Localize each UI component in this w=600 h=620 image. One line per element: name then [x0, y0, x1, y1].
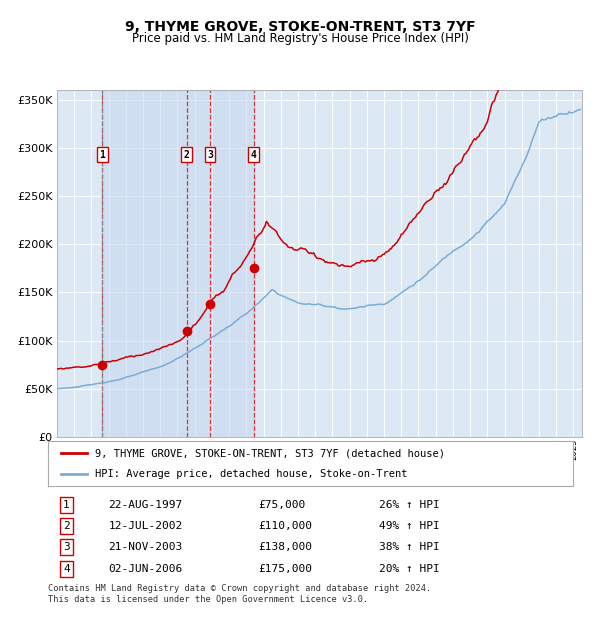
Text: 1: 1	[100, 149, 106, 159]
Text: 2: 2	[184, 149, 190, 159]
Text: 4: 4	[63, 564, 70, 574]
Text: 02-JUN-2006: 02-JUN-2006	[109, 564, 182, 574]
Bar	[103, 90, 254, 437]
Text: 9, THYME GROVE, STOKE-ON-TRENT, ST3 7YF (detached house): 9, THYME GROVE, STOKE-ON-TRENT, ST3 7YF …	[95, 448, 445, 458]
Text: 26% ↑ HPI: 26% ↑ HPI	[379, 500, 439, 510]
Text: £110,000: £110,000	[258, 521, 312, 531]
Text: 22-AUG-1997: 22-AUG-1997	[109, 500, 182, 510]
Text: 3: 3	[63, 542, 70, 552]
Text: 1: 1	[63, 500, 70, 510]
Text: 38% ↑ HPI: 38% ↑ HPI	[379, 542, 439, 552]
Text: 49% ↑ HPI: 49% ↑ HPI	[379, 521, 439, 531]
Text: Contains HM Land Registry data © Crown copyright and database right 2024.: Contains HM Land Registry data © Crown c…	[48, 584, 431, 593]
Text: 2: 2	[63, 521, 70, 531]
Text: 4: 4	[251, 149, 257, 159]
Text: 9, THYME GROVE, STOKE-ON-TRENT, ST3 7YF: 9, THYME GROVE, STOKE-ON-TRENT, ST3 7YF	[125, 20, 475, 34]
Text: Price paid vs. HM Land Registry's House Price Index (HPI): Price paid vs. HM Land Registry's House …	[131, 32, 469, 45]
Text: This data is licensed under the Open Government Licence v3.0.: This data is licensed under the Open Gov…	[48, 595, 368, 604]
Text: 20% ↑ HPI: 20% ↑ HPI	[379, 564, 439, 574]
Text: £175,000: £175,000	[258, 564, 312, 574]
Text: 12-JUL-2002: 12-JUL-2002	[109, 521, 182, 531]
Text: £138,000: £138,000	[258, 542, 312, 552]
Text: 3: 3	[207, 149, 213, 159]
Text: HPI: Average price, detached house, Stoke-on-Trent: HPI: Average price, detached house, Stok…	[95, 469, 408, 479]
Text: £75,000: £75,000	[258, 500, 305, 510]
Text: 21-NOV-2003: 21-NOV-2003	[109, 542, 182, 552]
